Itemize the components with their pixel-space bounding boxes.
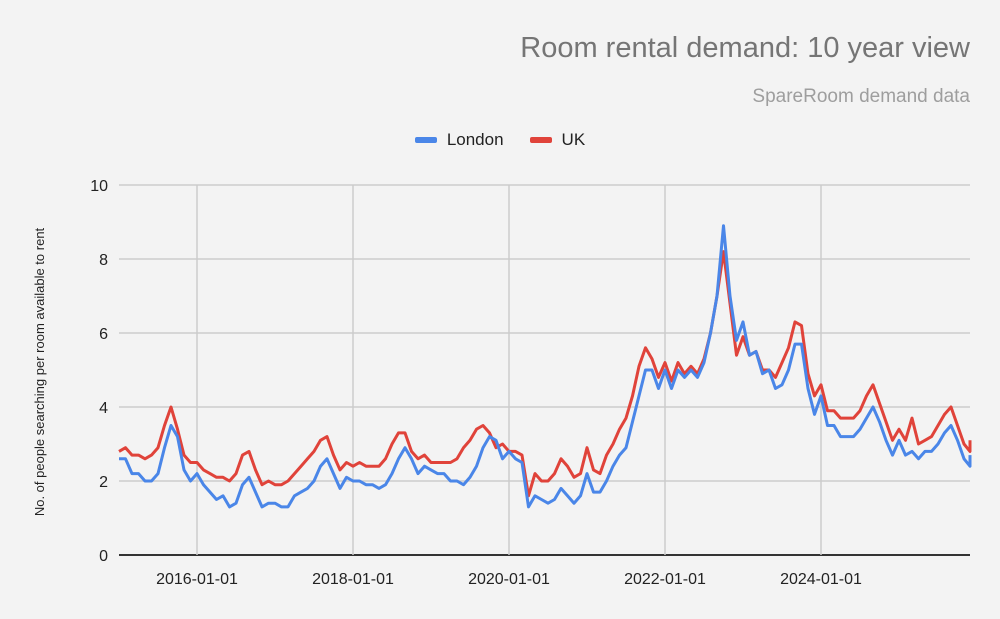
legend-item-uk[interactable]: UK [529, 130, 586, 150]
x-tick-label: 2024-01-01 [780, 571, 862, 588]
y-tick-label: 4 [99, 400, 108, 417]
uk-swatch-icon [529, 137, 552, 143]
london-swatch-icon [414, 137, 437, 143]
x-tick-label: 2016-01-01 [156, 571, 238, 588]
y-tick-label: 2 [99, 474, 108, 491]
x-axis-ticks: 2016-01-01 2018-01-01 2020-01-01 2022-01-01… [156, 571, 862, 588]
legend: London UK [0, 130, 1000, 150]
y-axis-ticks: 0 2 4 6 8 10 [90, 178, 108, 565]
y-tick-label: 0 [99, 548, 108, 565]
series-line-london [119, 224, 972, 509]
series-line-uk [118, 250, 972, 498]
chart-subtitle: SpareRoom demand data [752, 86, 970, 107]
x-tick-label: 2020-01-01 [468, 571, 550, 588]
x-tick-label: 2018-01-01 [312, 571, 394, 588]
data-series [118, 224, 972, 509]
legend-label-london: London [446, 130, 504, 149]
y-tick-label: 8 [99, 252, 108, 269]
y-tick-label: 10 [90, 178, 108, 195]
legend-item-london[interactable]: London [414, 130, 504, 150]
y-axis-label: No. of people searching per room availab… [32, 227, 47, 516]
legend-label-uk: UK [561, 130, 586, 149]
x-tick-label: 2022-01-01 [624, 571, 706, 588]
chart-title: Room rental demand: 10 year view [520, 32, 970, 64]
y-tick-label: 6 [99, 326, 108, 343]
